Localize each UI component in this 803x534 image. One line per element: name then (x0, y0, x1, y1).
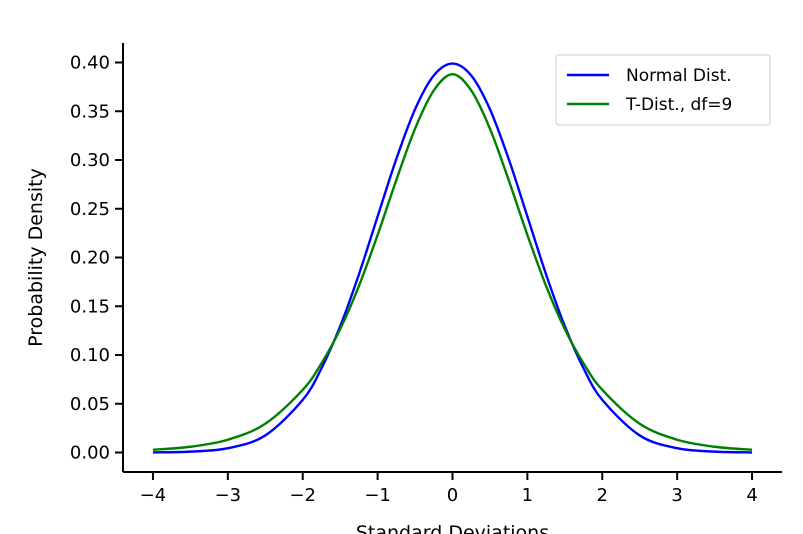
x-tick-label: −2 (289, 485, 316, 506)
y-tick-label: 0.35 (70, 101, 110, 122)
x-tick-label: −1 (364, 485, 391, 506)
y-tick-label: 0.20 (70, 248, 110, 269)
y-tick-label: 0.05 (70, 394, 110, 415)
x-tick-label: −4 (140, 485, 167, 506)
series-line-normal-dist (152, 62, 753, 454)
series-line-t-dist-df-9 (152, 73, 753, 451)
x-axis-title: Standard Deviations (356, 522, 549, 534)
y-axis-title: Probability Density (25, 168, 47, 347)
x-tick-label: −3 (215, 485, 242, 506)
x-ticks: −4 −3 −2 −1 0 1 2 3 4 (140, 472, 758, 506)
y-tick-label: 0.30 (70, 150, 110, 171)
legend: Normal Dist. T-Dist., df=9 (555, 54, 771, 126)
x-tick-label: 3 (671, 485, 682, 506)
legend-box (555, 54, 771, 126)
y-tick-label: 0.25 (70, 199, 110, 220)
x-tick-label: 0 (447, 485, 458, 506)
y-tick-label: 0.15 (70, 296, 110, 317)
y-tick-label: 0.40 (70, 53, 110, 74)
plot-area: −4 −3 −2 −1 0 1 2 3 4 0.000.050.100.150.200.250.… (70, 43, 782, 506)
x-tick-label: 2 (597, 485, 608, 506)
series-layer (152, 62, 753, 454)
x-tick-label: 1 (522, 485, 533, 506)
legend-label: T-Dist., df=9 (625, 95, 732, 115)
x-tick-label: 4 (746, 485, 757, 506)
y-tick-label: 0.00 (70, 443, 110, 464)
legend-items: Normal Dist. T-Dist., df=9 (567, 66, 732, 115)
y-ticks: 0.00 0.05 0.10 0.15 0.20 0.25 0.30 0.35 0.40 (70, 53, 123, 464)
legend-label: Normal Dist. (626, 66, 732, 86)
y-tick-label: 0.10 (70, 345, 110, 366)
